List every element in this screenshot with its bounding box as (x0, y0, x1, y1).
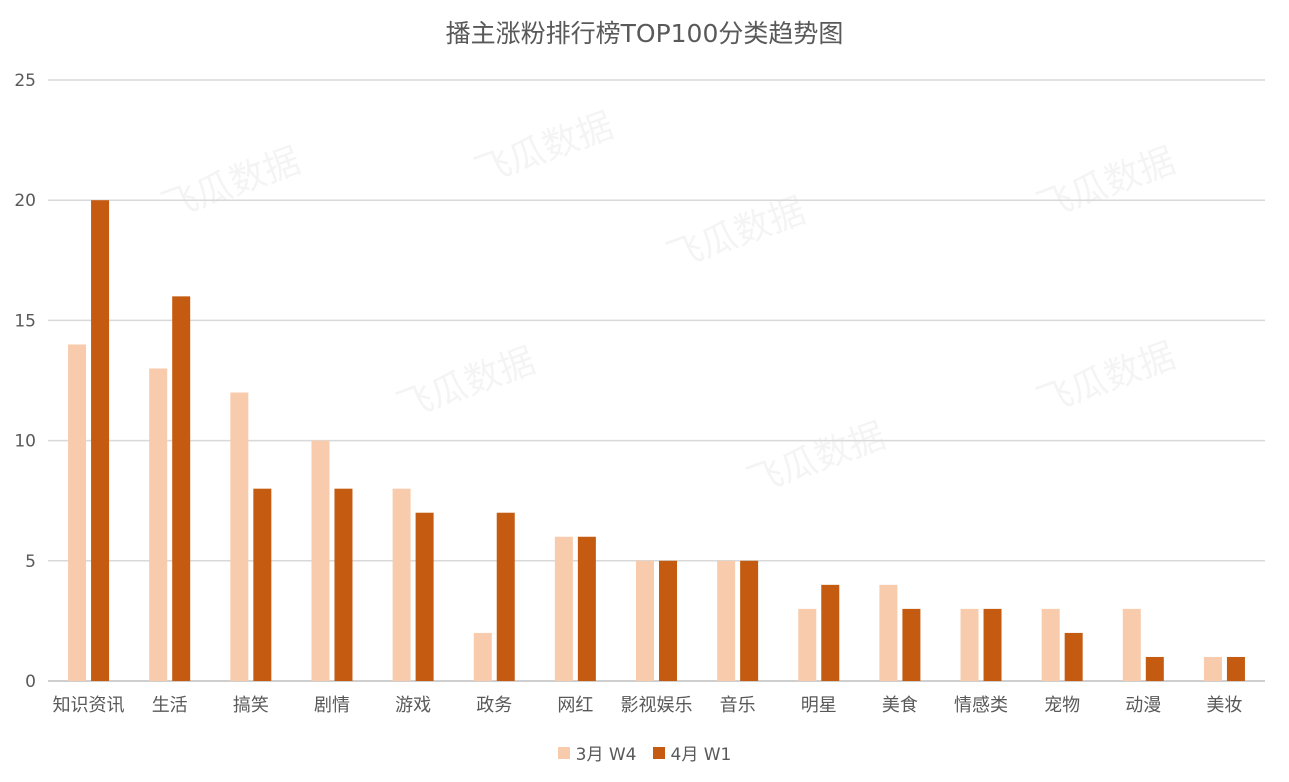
legend-swatch-series-1 (557, 746, 570, 759)
y-tick-label: 20 (14, 191, 36, 211)
bar-series-1 (68, 344, 87, 681)
x-tick-label: 音乐 (720, 695, 756, 716)
bar-series-1 (554, 536, 573, 681)
bar-series-1 (230, 392, 249, 681)
watermark-text: 飞瓜数据 (1031, 335, 1180, 423)
bar-series-1 (149, 368, 168, 681)
bar-series-1 (717, 560, 736, 681)
bars (68, 200, 1245, 681)
y-tick-label: 15 (14, 311, 36, 331)
y-tick-label: 0 (25, 672, 36, 692)
legend-label-series-1: 3月 W4 (575, 745, 637, 765)
watermark-text: 飞瓜数据 (156, 140, 305, 228)
bar-series-2 (659, 560, 677, 681)
legend-swatch-series-2 (652, 746, 665, 759)
y-axis-ticks: 0 5 10 15 20 25 (14, 71, 36, 692)
bar-series-1 (960, 608, 979, 681)
x-tick-label: 搞笑 (233, 695, 269, 716)
bar-series-2 (821, 584, 840, 681)
bar-series-1 (1122, 608, 1141, 681)
bar-series-1 (798, 608, 817, 681)
watermark-text: 飞瓜数据 (661, 190, 810, 278)
bar-series-2 (902, 608, 921, 681)
x-tick-label: 情感类 (954, 695, 1008, 716)
x-tick-label: 剧情 (314, 695, 350, 716)
bar-series-2 (334, 488, 353, 681)
x-tick-label: 明星 (801, 695, 837, 716)
x-tick-label: 动漫 (1125, 695, 1161, 716)
watermark-text: 飞瓜数据 (469, 105, 618, 193)
gridlines (48, 79, 1265, 682)
watermark-text: 飞瓜数据 (1031, 140, 1180, 228)
legend-item-series-1: 3月 W4 (557, 740, 637, 765)
x-tick-label: 美食 (882, 695, 918, 716)
bar-series-2 (1145, 656, 1164, 681)
x-tick-label: 政务 (476, 695, 512, 716)
watermark-text: 飞瓜数据 (391, 340, 540, 428)
x-axis-ticks: 知识资讯 生活 搞笑 剧情 游戏 政务 网红 影视娱乐 音乐 明星 美食 情感类 宠物 动漫 美妆 (53, 695, 1243, 716)
bar-series-2 (172, 296, 191, 681)
x-tick-label: 游戏 (395, 695, 431, 716)
bar-series-1 (1041, 608, 1060, 681)
watermark-text: 飞瓜数据 (741, 415, 890, 503)
x-tick-label: 网红 (557, 695, 593, 716)
bar-series-1 (1203, 656, 1222, 681)
legend-item-series-2: 4月 W1 (652, 740, 732, 765)
legend: 3月 W4 4月 W1 (0, 740, 1289, 765)
x-tick-label: 宠物 (1044, 695, 1080, 716)
bar-series-1 (311, 440, 330, 681)
bar-series-2 (415, 512, 434, 681)
y-tick-label: 25 (14, 71, 36, 91)
bar-series-2 (496, 512, 515, 681)
bar-series-1 (879, 584, 898, 681)
bar-series-1 (636, 560, 654, 681)
y-tick-label: 10 (14, 432, 36, 452)
bar-series-1 (473, 632, 492, 681)
legend-label-series-2: 4月 W1 (670, 745, 732, 765)
chart-title: 播主涨粉排行榜TOP100分类趋势图 (445, 19, 844, 48)
y-tick-label: 5 (25, 552, 36, 572)
x-tick-label: 影视娱乐 (621, 695, 693, 716)
bar-series-2 (577, 536, 596, 681)
x-tick-label: 美妆 (1206, 695, 1242, 716)
x-tick-label: 知识资讯 (53, 695, 125, 716)
bar-series-2 (91, 200, 110, 681)
bar-series-1 (392, 488, 411, 681)
bar-series-2 (253, 488, 272, 681)
bar-series-2 (983, 608, 1002, 681)
x-tick-label: 生活 (152, 695, 188, 716)
bar-series-2 (1064, 632, 1083, 681)
bar-series-2 (1226, 656, 1245, 681)
bar-series-2 (740, 560, 759, 681)
